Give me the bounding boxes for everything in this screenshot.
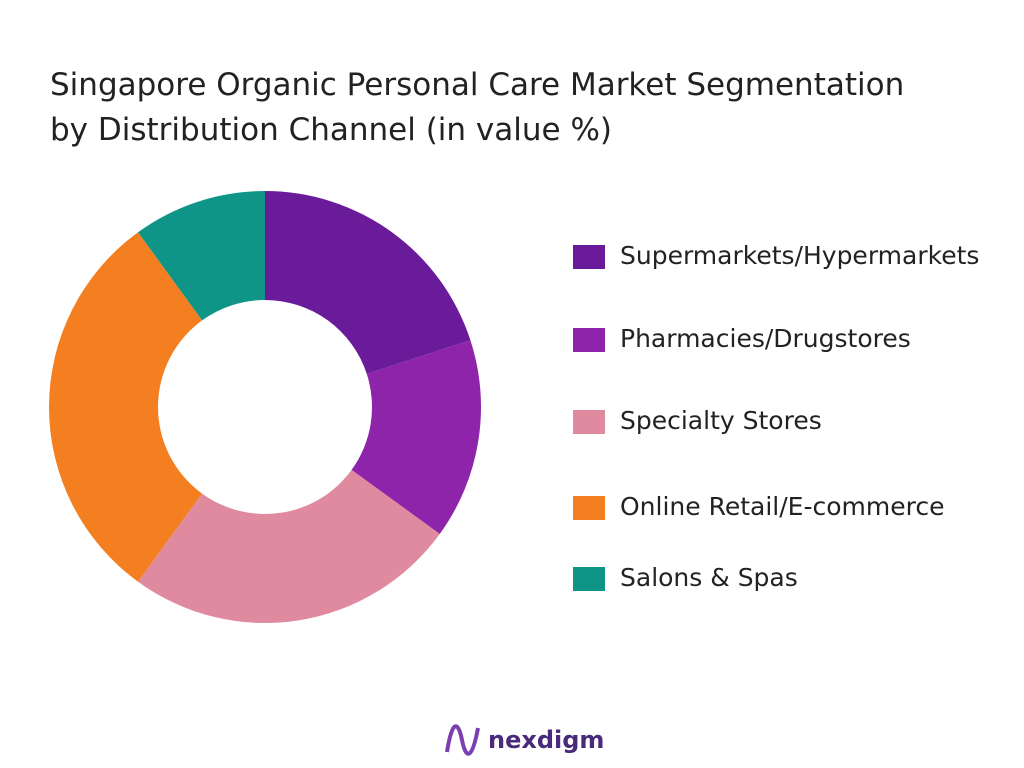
legend-label: Pharmacies/Drugstores [620,324,911,353]
chart-title: Singapore Organic Personal Care Market S… [50,67,904,103]
donut-slice [48,232,203,582]
legend-swatch [573,245,605,269]
legend-label: Online Retail/E-commerce [620,492,944,521]
donut-slice [138,191,265,321]
legend-label: Supermarkets/Hypermarkets [620,241,979,270]
chart-title: by Distribution Channel (in value %) [50,112,612,148]
brand-name: nexdigm [488,726,604,754]
legend-swatch [573,328,605,352]
donut-slice [351,340,482,534]
legend-swatch [573,567,605,591]
legend-label: Salons & Spas [620,563,798,592]
donut-slice [138,469,440,623]
legend-label: Specialty Stores [620,406,822,435]
legend-swatch [573,410,605,434]
logo-icon [445,724,480,756]
logo: nexdigm [445,724,604,756]
donut-slice [265,191,471,374]
legend-swatch [573,496,605,520]
